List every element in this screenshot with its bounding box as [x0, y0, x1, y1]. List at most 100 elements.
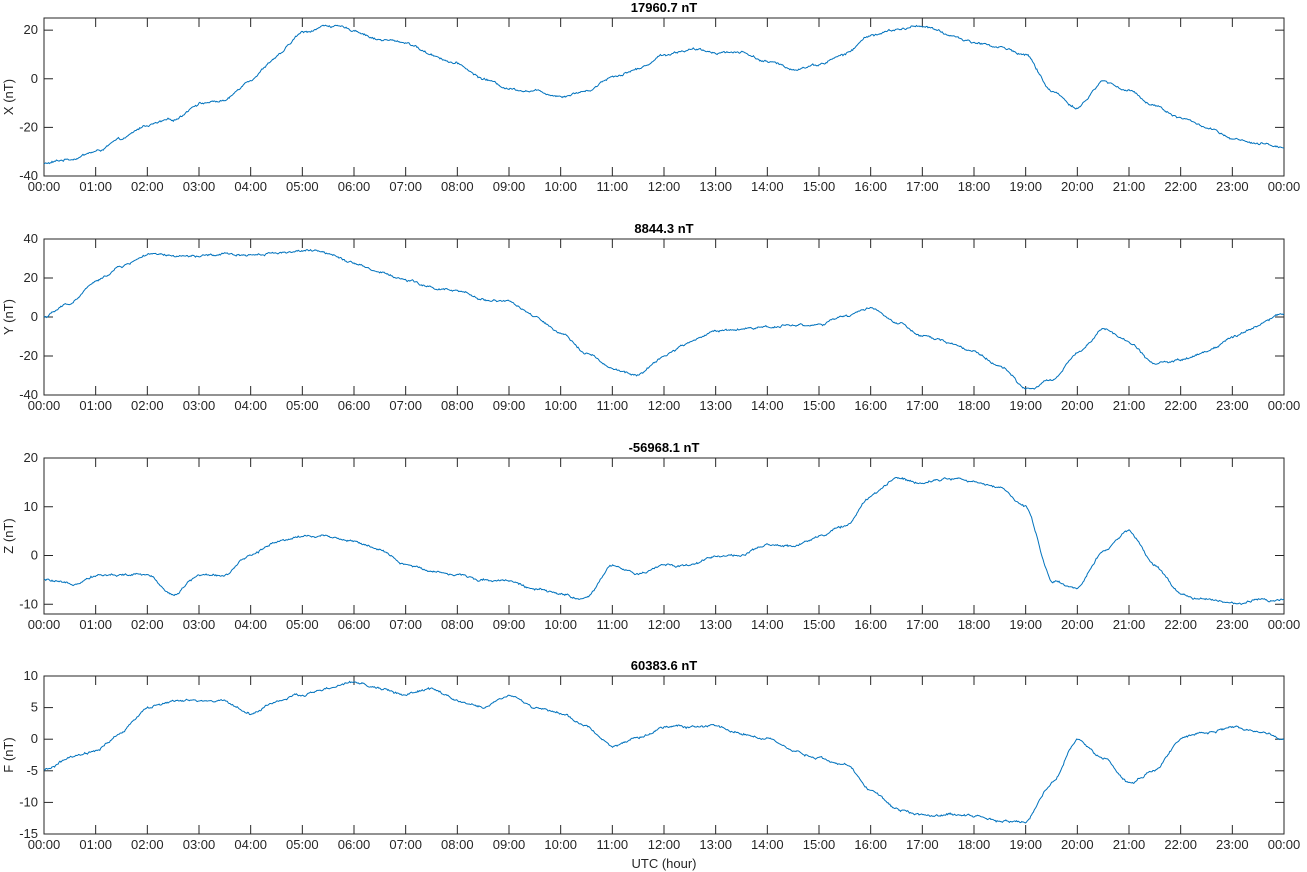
x-tick-label: 02:00	[131, 837, 164, 852]
x-tick-label: 20:00	[1061, 617, 1094, 632]
x-tick-label: 03:00	[183, 617, 216, 632]
x-tick-label: 05:00	[286, 398, 319, 413]
x-tick-label: 11:00	[597, 179, 629, 194]
x-tick-label: 05:00	[286, 837, 319, 852]
x-tick-label: 02:00	[131, 179, 164, 194]
axes-box	[43, 457, 1285, 615]
x-axis-label: UTC (hour)	[631, 856, 696, 871]
x-tick-label: 13:00	[699, 837, 732, 852]
x-tick-label: 23:00	[1216, 179, 1249, 194]
x-tick-label: 23:00	[1216, 398, 1249, 413]
x-tick-label: 21:00	[1113, 837, 1146, 852]
y-tick-label: 0	[31, 71, 38, 86]
x-tick-label: 01:00	[79, 398, 112, 413]
x-tick-label: 18:00	[958, 398, 991, 413]
y-tick-label: 0	[31, 309, 38, 324]
x-tick-label: 02:00	[131, 617, 164, 632]
panel-title: 17960.7 nT	[631, 0, 698, 15]
x-tick-label: 03:00	[183, 398, 216, 413]
x-tick-label: 00:00	[1268, 837, 1301, 852]
x-tick-label: 11:00	[597, 617, 629, 632]
y-tick-label: -10	[19, 596, 38, 611]
x-tick-label: 21:00	[1113, 179, 1146, 194]
x-tick-label: 19:00	[1009, 398, 1042, 413]
y-tick-label: 20	[24, 450, 38, 465]
x-tick-label: 05:00	[286, 179, 319, 194]
panel-x: 00:00 01:00 02:00 03:00 04:00 05:00 06:00 07:00…	[1, 0, 1300, 194]
x-tick-label: 01:00	[79, 617, 112, 632]
panel-z: 00:00 01:00 02:00 03:00 04:00 05:00 06:00 07:00…	[1, 440, 1300, 632]
x-tick-label: 01:00	[79, 179, 112, 194]
x-tick-label: 06:00	[338, 617, 371, 632]
x-tick-label: 08:00	[441, 837, 474, 852]
x-tick-label: 00:00	[28, 837, 61, 852]
x-tick-label: 12:00	[648, 837, 681, 852]
x-tick-label: 00:00	[1268, 398, 1301, 413]
x-tick-label: 14:00	[751, 398, 784, 413]
axes-box	[43, 675, 1285, 835]
panel-title: 8844.3 nT	[634, 221, 693, 236]
x-tick-label: 16:00	[854, 617, 887, 632]
y-axis-label: F (nT)	[1, 737, 16, 772]
x-tick-label: 13:00	[699, 179, 732, 194]
panel-y: 00:00 01:00 02:00 03:00 04:00 05:00 06:00 07:00…	[1, 221, 1300, 413]
x-tick-label: 19:00	[1009, 179, 1042, 194]
x-tick-label: 17:00	[906, 179, 939, 194]
y-tick-label: -40	[19, 168, 38, 183]
y-tick-label: 40	[24, 231, 38, 246]
y-tick-label: 20	[24, 22, 38, 37]
panel-title: 60383.6 nT	[631, 658, 698, 673]
x-tick-label: 09:00	[493, 617, 526, 632]
x-tick-label: 00:00	[28, 617, 61, 632]
y-axis-label: Z (nT)	[1, 518, 16, 553]
x-tick-label: 08:00	[441, 179, 474, 194]
x-tick-label: 04:00	[234, 398, 267, 413]
x-tick-label: 16:00	[854, 398, 887, 413]
x-tick-label: 19:00	[1009, 837, 1042, 852]
x-tick-label: 05:00	[286, 617, 319, 632]
y-tick-label: 5	[31, 700, 38, 715]
x-tick-label: 04:00	[234, 617, 267, 632]
x-tick-label: 17:00	[906, 837, 939, 852]
x-tick-label: 06:00	[338, 398, 371, 413]
x-tick-label: 06:00	[338, 837, 371, 852]
x-tick-label: 17:00	[906, 617, 939, 632]
x-tick-label: 20:00	[1061, 398, 1094, 413]
y-tick-label: -10	[19, 794, 38, 809]
x-tick-label: 07:00	[389, 617, 422, 632]
x-tick-label: 08:00	[441, 617, 474, 632]
x-tick-label: 01:00	[79, 837, 112, 852]
x-tick-label: 21:00	[1113, 617, 1146, 632]
x-tick-label: 15:00	[803, 179, 836, 194]
x-tick-label: 11:00	[597, 398, 629, 413]
axes-box	[43, 17, 1285, 177]
series-line	[43, 248, 1285, 390]
x-tick-label: 07:00	[389, 179, 422, 194]
x-tick-label: 10:00	[544, 837, 577, 852]
y-tick-label: 0	[31, 548, 38, 563]
x-tick-label: 00:00	[1268, 179, 1301, 194]
y-axis-label: X (nT)	[1, 79, 16, 115]
x-tick-label: 11:00	[597, 837, 629, 852]
y-tick-label: 10	[24, 668, 38, 683]
x-tick-label: 08:00	[441, 398, 474, 413]
series-line	[43, 24, 1285, 165]
y-tick-label: 20	[24, 270, 38, 285]
panel-title: -56968.1 nT	[629, 440, 700, 455]
x-tick-label: 23:00	[1216, 837, 1249, 852]
y-tick-label: -40	[19, 387, 38, 402]
series-line	[43, 680, 1285, 824]
x-tick-label: 22:00	[1164, 179, 1197, 194]
x-tick-label: 22:00	[1164, 837, 1197, 852]
x-tick-label: 09:00	[493, 398, 526, 413]
x-tick-label: 07:00	[389, 837, 422, 852]
x-tick-label: 18:00	[958, 837, 991, 852]
x-tick-label: 03:00	[183, 837, 216, 852]
y-tick-label: -20	[19, 348, 38, 363]
x-tick-label: 14:00	[751, 179, 784, 194]
x-tick-label: 02:00	[131, 398, 164, 413]
x-tick-label: 23:00	[1216, 617, 1249, 632]
x-tick-label: 18:00	[958, 617, 991, 632]
x-tick-label: 20:00	[1061, 837, 1094, 852]
